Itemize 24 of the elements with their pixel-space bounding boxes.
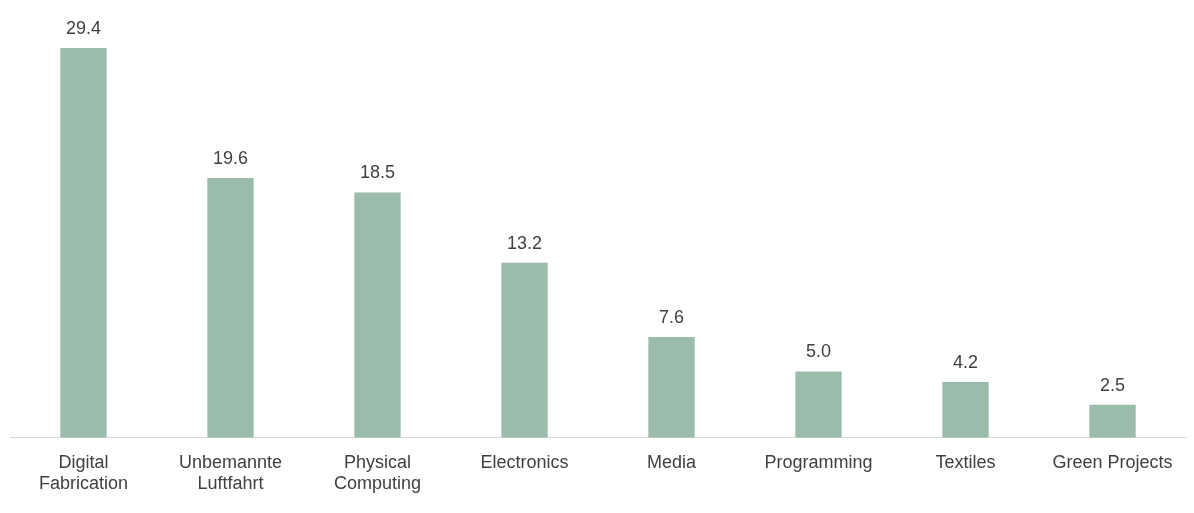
- data-label: 13.2: [506, 232, 543, 253]
- data-label: 5.0: [805, 341, 832, 362]
- data-label: 19.6: [212, 147, 249, 168]
- bar: [501, 262, 548, 438]
- x-tick-label: Textiles: [935, 451, 996, 472]
- bar: [1089, 404, 1136, 438]
- data-label: 7.6: [658, 307, 685, 327]
- bar: [60, 48, 107, 438]
- bar: [648, 337, 695, 438]
- bar: [795, 371, 842, 438]
- data-label: 4.2: [952, 352, 979, 373]
- x-tick-label: Digital Fabrication: [38, 451, 129, 494]
- x-tick-label: Physical Computing: [333, 451, 422, 494]
- data-label: 18.5: [359, 162, 396, 183]
- x-tick-label: Unbemannte Luftfahrt: [178, 451, 283, 494]
- bar: [942, 382, 989, 438]
- data-label: 29.4: [65, 17, 102, 38]
- x-tick-label: Green Projects: [1052, 451, 1173, 472]
- data-label: 2.5: [1099, 374, 1126, 395]
- bar: [354, 192, 401, 438]
- x-tick-label: Programming: [764, 451, 873, 472]
- x-tick-label: Electronics: [480, 451, 569, 472]
- bar: [207, 177, 254, 438]
- x-tick-label: Media: [646, 451, 697, 472]
